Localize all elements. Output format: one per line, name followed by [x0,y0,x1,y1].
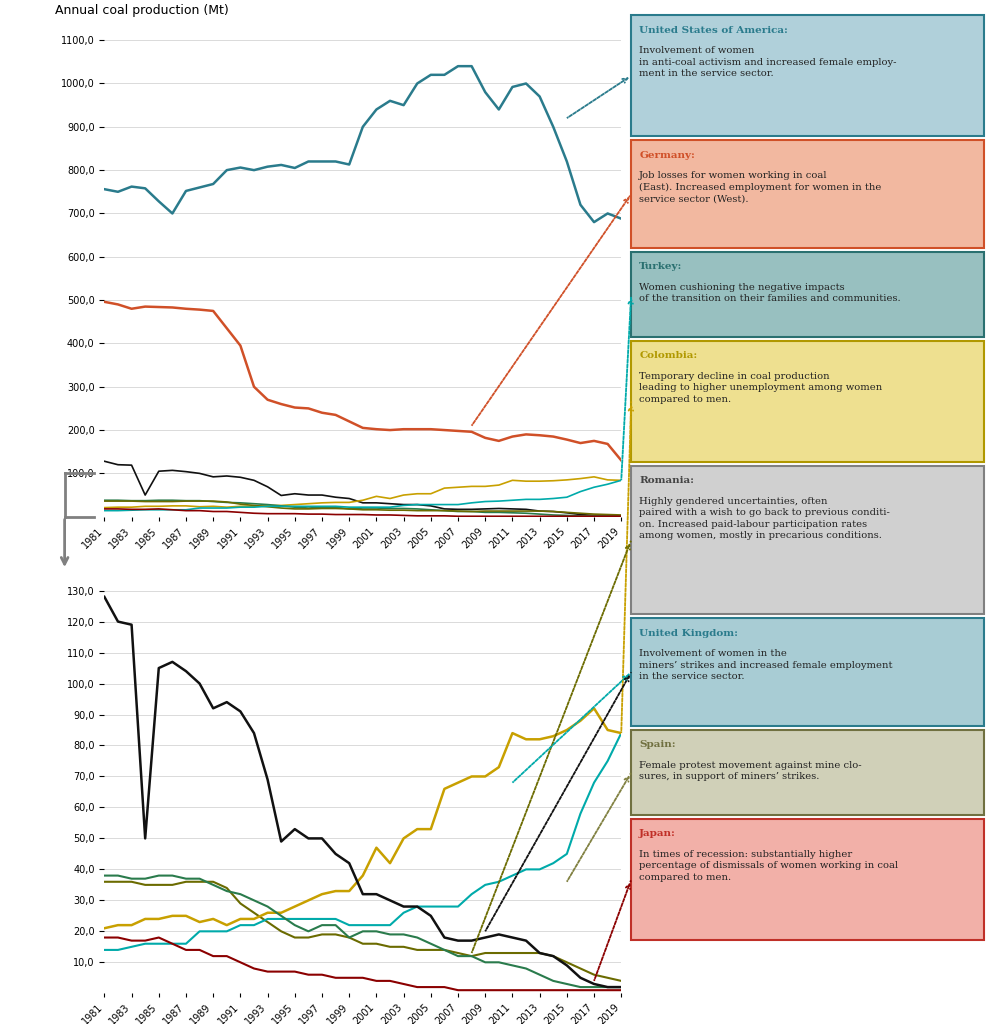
Text: Involvement of women
in anti-coal activism and increased female employ-
ment in : Involvement of women in anti-coal activi… [639,46,897,78]
Text: Colombia:: Colombia: [639,351,698,360]
Text: Turkey:: Turkey: [639,262,683,271]
Text: Highly gendered uncertainties, often
paired with a wish to go back to previous c: Highly gendered uncertainties, often pai… [639,497,890,540]
Text: United Kingdom:: United Kingdom: [639,629,739,638]
Text: Annual coal production (Mt): Annual coal production (Mt) [56,4,229,16]
Text: Romania:: Romania: [639,476,694,485]
Text: Japan:: Japan: [639,829,676,839]
Text: Women cushioning the negative impacts
of the transition on their families and co: Women cushioning the negative impacts of… [639,283,901,303]
Text: Germany:: Germany: [639,151,695,160]
Text: Job losses for women working in coal
(East). Increased employment for women in t: Job losses for women working in coal (Ea… [639,171,882,203]
Text: Spain:: Spain: [639,740,676,750]
Text: In times of recession: substantially higher
percentage of dismissals of women wo: In times of recession: substantially hig… [639,850,899,882]
Text: Female protest movement against mine clo-
sures, in support of miners’ strikes.: Female protest movement against mine clo… [639,761,862,781]
Text: Involvement of women in the
miners’ strikes and increased female employment
in t: Involvement of women in the miners’ stri… [639,649,893,681]
Text: United States of America:: United States of America: [639,26,788,35]
Text: Temporary decline in coal production
leading to higher unemployment among women
: Temporary decline in coal production lea… [639,372,883,403]
